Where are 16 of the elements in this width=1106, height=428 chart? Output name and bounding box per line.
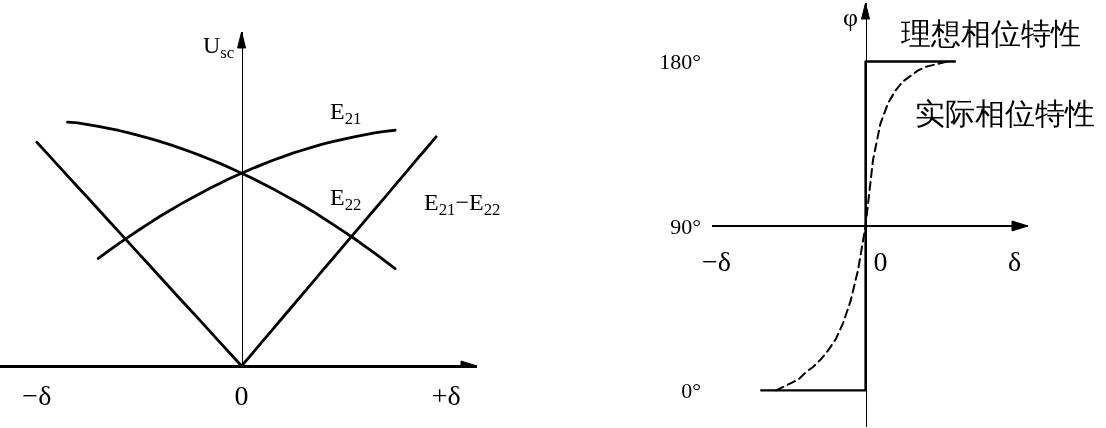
- x-tick-label: −δ: [701, 246, 731, 278]
- x-tick-label: 0: [234, 380, 249, 412]
- y-tick-label: 180°: [659, 49, 702, 75]
- series-label: 实际相位特性: [915, 97, 1095, 130]
- y-tick-label: 90°: [670, 213, 702, 239]
- y-axis-title: U$_{sc}$: [203, 32, 235, 63]
- x-tick-label: 0: [873, 246, 888, 278]
- series-label: E$_{22}$: [330, 184, 362, 215]
- series-label: 理想相位特性: [901, 17, 1081, 50]
- y-axis-title: φ: [843, 3, 859, 32]
- series-label: E$_{21}$−E$_{22}$: [424, 189, 501, 220]
- y-tick-label: 0°: [681, 378, 702, 404]
- series-label: E$_{21}$: [330, 98, 362, 129]
- x-tick-label: +δ: [431, 380, 461, 412]
- x-tick-label: −δ: [22, 380, 52, 412]
- x-tick-label: δ: [1007, 246, 1022, 278]
